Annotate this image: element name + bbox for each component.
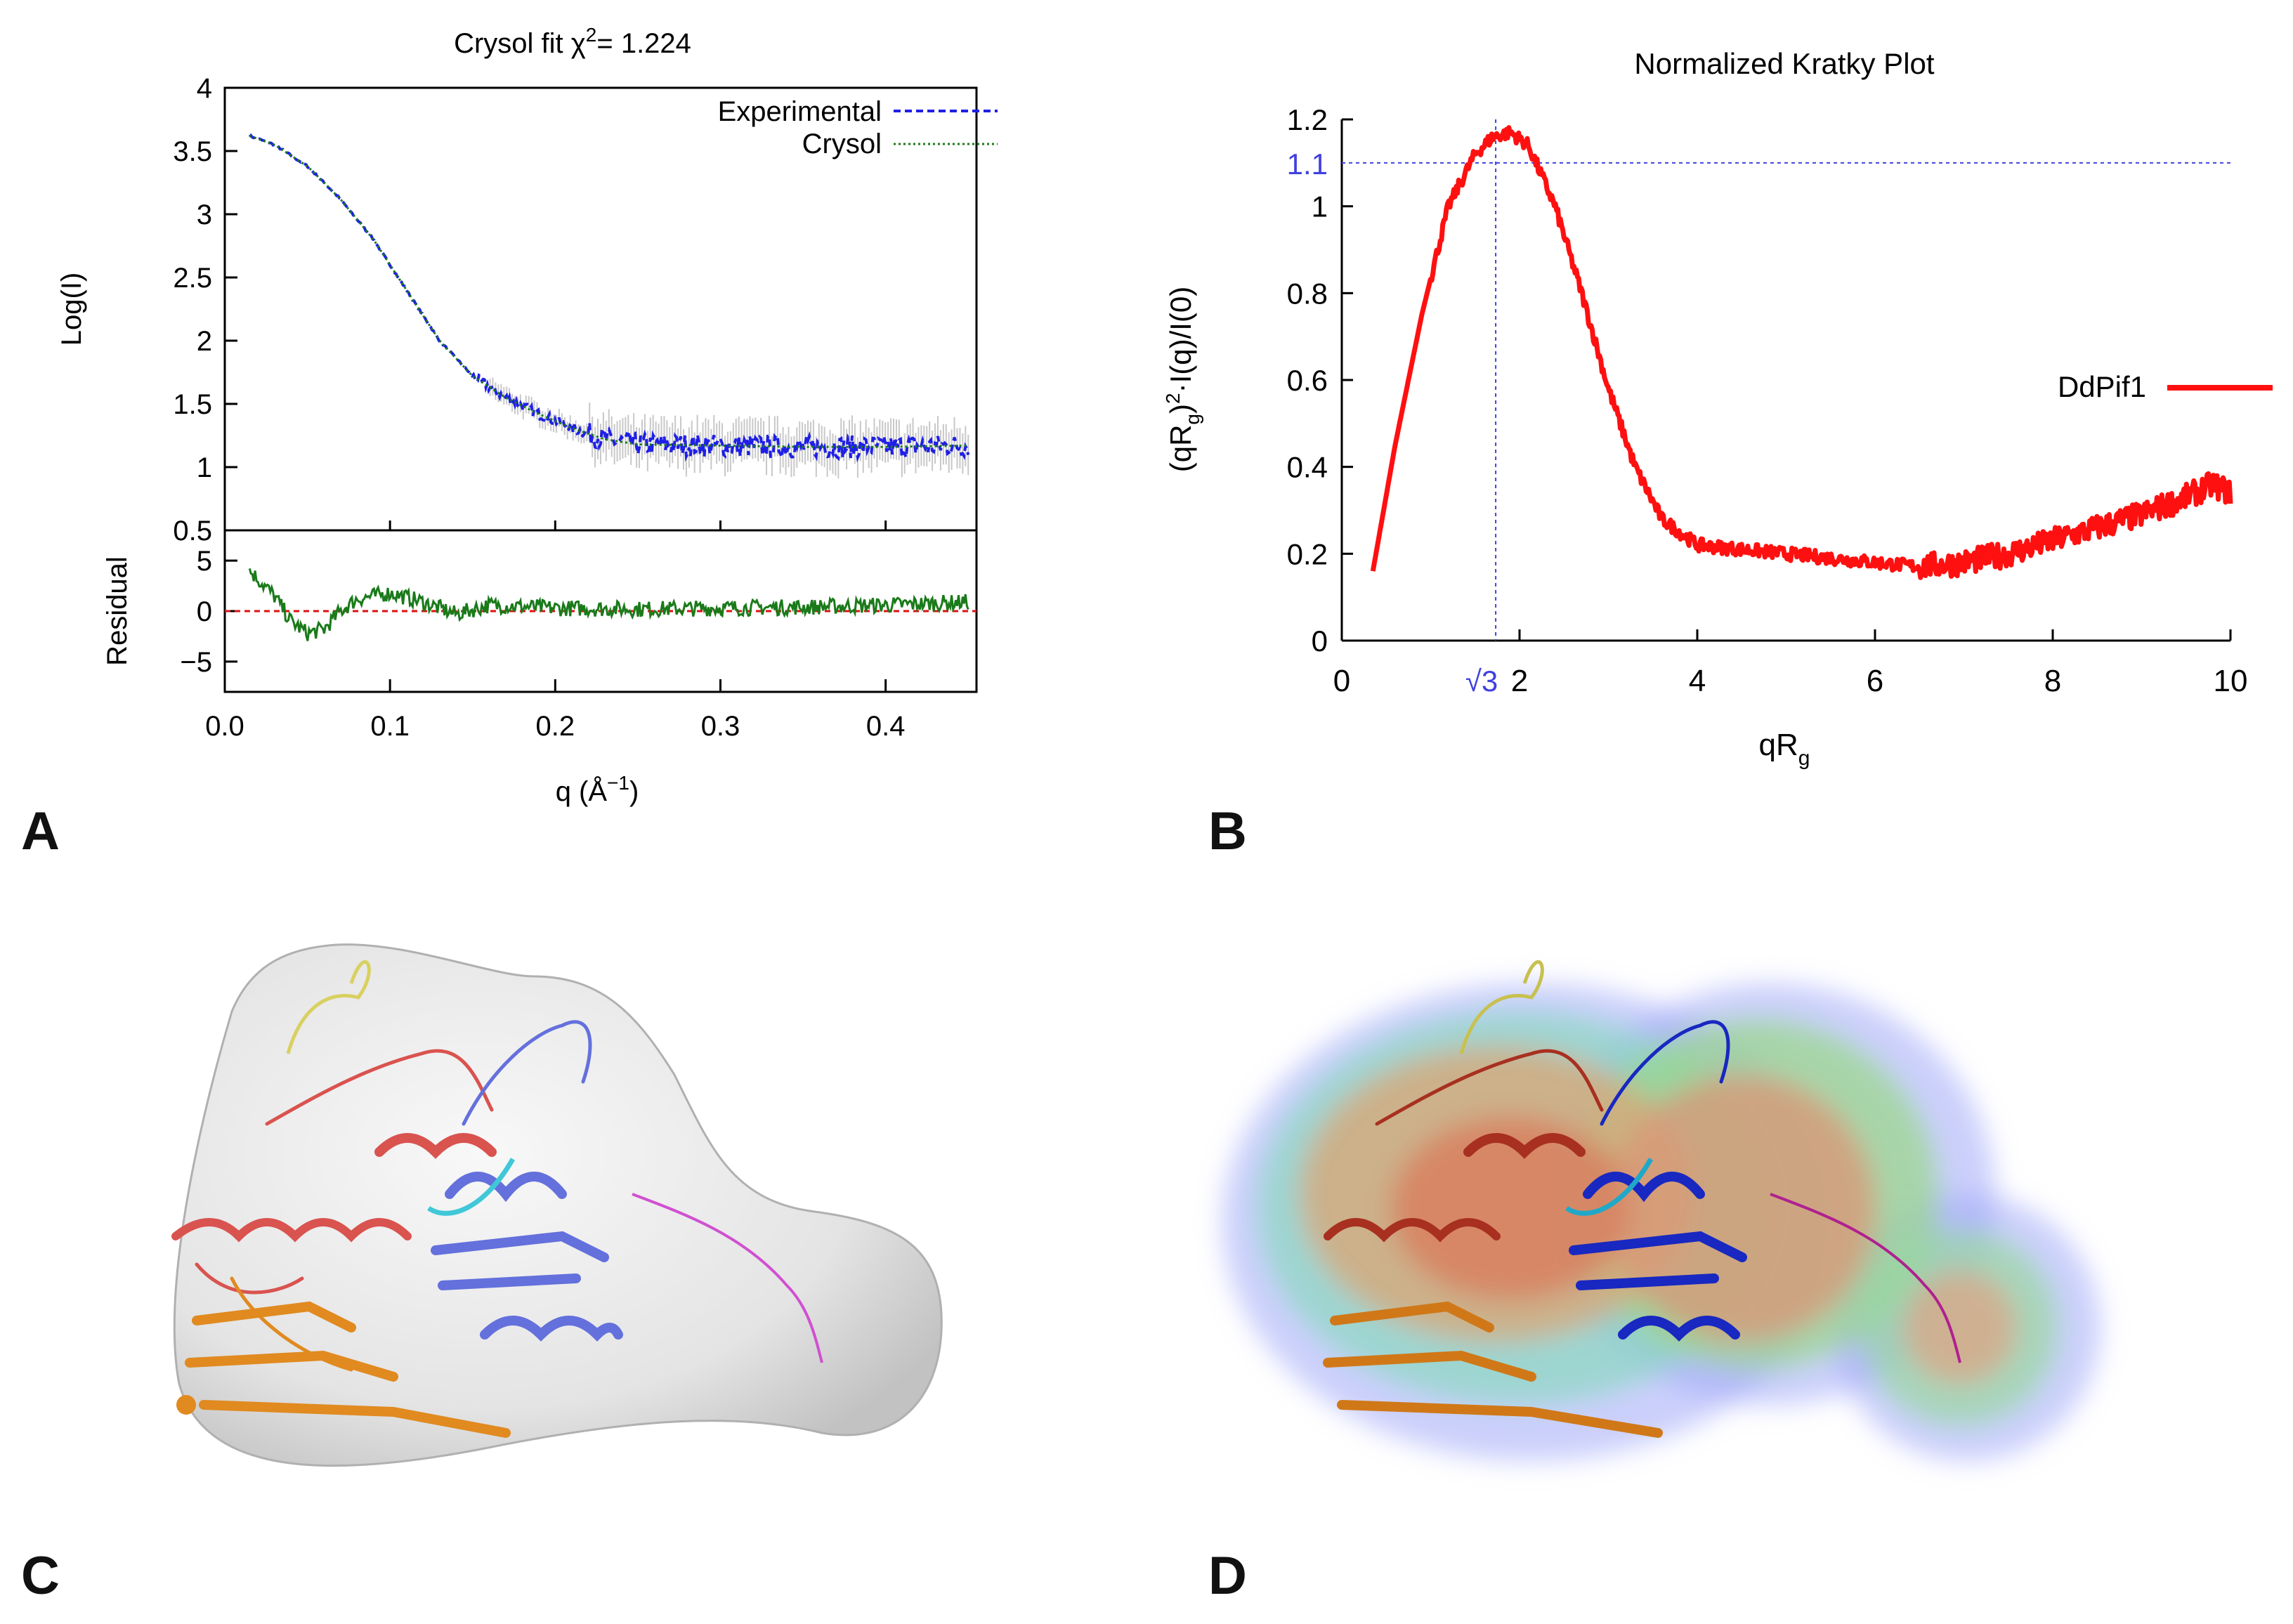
b-xtick-label: 10 [2214,664,2248,698]
panel-letter-b: B [1208,801,1247,861]
panel-a-xlabel: q (Å−1) [556,772,639,807]
panel-letter-c: C [21,1546,60,1606]
a-ytick-label: 3 [197,199,212,230]
a-res-ytick-label: −5 [180,647,212,678]
a-ytick-label: 1 [197,452,212,483]
panel-letter-a: A [21,801,60,861]
b-ytick-label: 0.6 [1287,364,1328,397]
a-xtick-label: 0.2 [536,711,575,742]
panel-b: Normalized Kratky Plot 0 0.2 0.4 0.6 0.8 1 1.2… [1162,47,2273,770]
magenta-tail-ribbon [632,1193,823,1363]
panel-a-title: Crysol fit χ2= 1.224 [454,24,691,59]
cyan-loop-ribbon-d [1565,1158,1654,1216]
cyan-loop-ribbon [427,1158,516,1216]
panel-a-xticks: 0.0 0.1 0.2 0.3 0.4 [205,520,905,742]
panel-a-ylabel: Log(I) [56,273,87,346]
panel-d-density-render [1222,960,2101,1461]
blue-domain-ribbon [431,1020,623,1342]
b-ytick-label: 0.4 [1287,451,1328,484]
b-ytick-label: 0.2 [1287,537,1328,570]
panel-a-res-yticks: −5 0 5 [180,546,237,678]
residual-series-line [248,568,969,641]
yellow-loop-ribbon [286,960,371,1054]
panel-b-title: Normalized Kratky Plot [1634,47,1934,80]
orange-domain-ribbon [185,1276,511,1438]
panel-a-res-ylabel: Residual [102,556,133,666]
b-ytick-label: 0.8 [1287,277,1328,310]
guide-y-label: 1.1 [1287,148,1328,181]
a-xtick-label: 0.1 [370,711,410,742]
panel-a-legend: Experimental Crysol [718,96,998,159]
density-cloud [1222,983,2101,1461]
crysol-series-line [249,134,969,448]
b-xtick-label: 4 [1689,664,1706,698]
a-xtick-label: 0.3 [701,711,740,742]
b-ytick-label: 1 [1312,190,1328,223]
legend-ddpif1-label: DdPif1 [2058,370,2146,403]
b-xtick-label: 8 [2044,664,2061,698]
a-ytick-label: 3.5 [173,136,212,167]
blue-domain-ribbon-d [1569,1020,1747,1342]
a-res-ytick-label: 5 [197,546,212,577]
a-ytick-label: 0.5 [173,516,212,546]
panel-letter-d: D [1208,1546,1247,1606]
a-xtick-label: 0.4 [866,711,906,742]
panel-b-ylabel: (qRg)2·I(q)/I(0) [1162,287,1203,473]
panel-c-molecular-render [171,943,943,1467]
magenta-tail-ribbon-d [1770,1193,1961,1363]
a-ytick-label: 4 [197,73,212,104]
a-ytick-label: 2.5 [173,263,212,294]
panel-a-yticks: 0.5 1 1.5 2 2.5 3 3.5 4 [173,73,237,546]
b-xtick-label: 6 [1867,664,1883,698]
red-domain-ribbon [171,1049,497,1295]
a-xtick-label: 0.0 [205,711,244,742]
b-xtick-label: 2 [1511,664,1528,698]
red-domain-ribbon-d [1324,1049,1604,1243]
b-ytick-label: 0 [1312,624,1328,657]
a-res-ytick-label: 0 [197,596,212,627]
panel-a: Crysol fit χ2= 1.224 0.5 1 1.5 2 2.5 3 3.5 4 −5… [56,24,998,807]
experimental-series-line [248,133,970,463]
panel-b-xlabel: qRg [1759,728,1810,770]
guide-x-label: √3 [1465,664,1498,698]
panel-b-yticks: 0 0.2 0.4 0.6 0.8 1 1.2 [1287,103,1353,657]
a-ytick-label: 1.5 [173,389,212,420]
b-xtick-label: 0 [1333,664,1350,698]
orange-sphere [176,1395,196,1415]
orange-domain-ribbon-d [1323,1301,1663,1438]
b-ytick-label: 1.2 [1287,103,1328,136]
panel-b-legend: DdPif1 [2058,370,2273,403]
saxs-envelope [173,943,943,1467]
a-ytick-label: 2 [197,326,212,357]
legend-experimental-label: Experimental [718,96,882,127]
yellow-loop-ribbon-d [1459,960,1544,1054]
panel-a-error-bars [489,377,969,479]
panel-b-xticks: 0 2 4 6 8 10 [1333,629,2248,698]
kratky-series-line [1370,125,2233,580]
legend-crysol-label: Crysol [802,129,882,159]
